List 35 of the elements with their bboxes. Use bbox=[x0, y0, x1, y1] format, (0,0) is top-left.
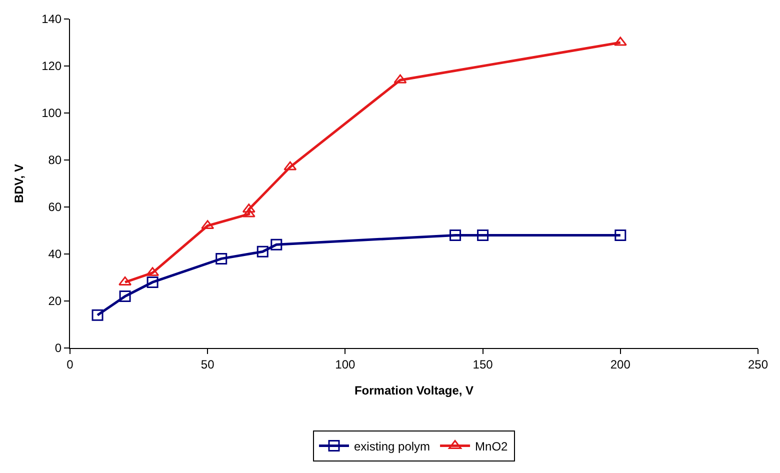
point bbox=[92, 309, 104, 321]
y-tick-label: 60 bbox=[48, 200, 62, 214]
point bbox=[614, 36, 627, 46]
point bbox=[614, 229, 626, 241]
y-tick-label: 20 bbox=[48, 294, 62, 308]
y-tick-label: 0 bbox=[54, 341, 62, 356]
x-tick-label: 200 bbox=[610, 357, 631, 372]
point bbox=[242, 204, 256, 213]
point bbox=[119, 290, 131, 302]
x-tick-label: 50 bbox=[200, 357, 215, 372]
point bbox=[216, 252, 228, 264]
legend-label: MnO2 bbox=[475, 439, 508, 454]
point bbox=[118, 276, 132, 286]
y-axis-title: BDV, V bbox=[12, 164, 26, 203]
y-tick-label: 120 bbox=[42, 59, 62, 74]
x-axis-title: Formation Voltage, V bbox=[354, 383, 474, 398]
point bbox=[146, 267, 160, 276]
x-tick-label: 250 bbox=[748, 357, 768, 372]
point bbox=[201, 220, 214, 230]
point bbox=[270, 238, 282, 250]
point bbox=[450, 229, 462, 241]
point bbox=[284, 161, 297, 170]
x-tick-label: 150 bbox=[472, 357, 494, 372]
legend-label: existing polym bbox=[354, 439, 430, 454]
y-tick-label: 80 bbox=[48, 153, 62, 168]
x-tick-label: 0 bbox=[66, 357, 74, 372]
x-tick-label: 100 bbox=[335, 357, 356, 372]
y-tick-label: 40 bbox=[48, 247, 62, 262]
point bbox=[242, 208, 256, 218]
point bbox=[394, 74, 407, 84]
y-tick-label: 140 bbox=[42, 12, 62, 26]
point bbox=[146, 276, 158, 288]
point bbox=[256, 246, 268, 258]
y-tick-label: 100 bbox=[42, 106, 62, 120]
point bbox=[477, 229, 489, 241]
